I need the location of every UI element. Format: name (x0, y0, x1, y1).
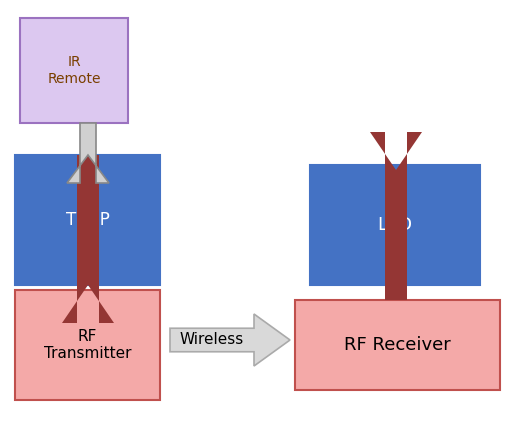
Text: RF
Transmitter: RF Transmitter (44, 329, 131, 361)
Polygon shape (67, 123, 109, 183)
Text: Wireless: Wireless (180, 333, 244, 348)
FancyBboxPatch shape (295, 300, 500, 390)
Text: TSOP: TSOP (66, 211, 109, 229)
FancyBboxPatch shape (20, 18, 128, 123)
FancyBboxPatch shape (310, 165, 480, 285)
Text: LED: LED (377, 216, 413, 234)
Polygon shape (370, 132, 422, 300)
FancyBboxPatch shape (15, 290, 160, 400)
Text: RF Receiver: RF Receiver (344, 336, 451, 354)
Polygon shape (62, 155, 114, 323)
FancyBboxPatch shape (15, 155, 160, 285)
Text: IR
Remote: IR Remote (47, 55, 101, 86)
Polygon shape (170, 314, 290, 366)
